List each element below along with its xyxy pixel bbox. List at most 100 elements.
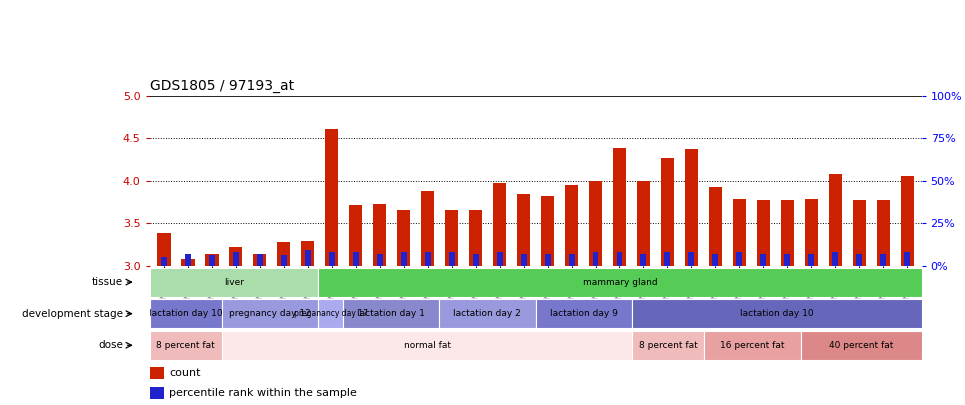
Bar xyxy=(150,387,164,399)
Bar xyxy=(349,205,362,266)
Bar xyxy=(150,367,164,379)
Text: lactation day 10: lactation day 10 xyxy=(740,309,813,318)
Bar xyxy=(421,191,434,266)
Bar xyxy=(544,254,550,266)
Bar xyxy=(760,254,766,266)
Bar xyxy=(704,330,801,360)
Text: lactation day 2: lactation day 2 xyxy=(454,309,521,318)
Bar xyxy=(641,254,647,266)
Bar xyxy=(329,252,335,266)
Bar xyxy=(209,256,215,266)
Bar xyxy=(318,299,343,328)
Bar xyxy=(439,299,536,328)
Text: dose: dose xyxy=(98,340,124,350)
Bar xyxy=(449,252,455,266)
Bar xyxy=(253,254,266,266)
Bar xyxy=(157,233,171,266)
Bar xyxy=(473,254,479,266)
Bar xyxy=(880,254,886,266)
Bar xyxy=(632,299,922,328)
Bar xyxy=(589,181,602,266)
Bar xyxy=(521,254,527,266)
Bar xyxy=(181,259,195,266)
Bar xyxy=(637,181,650,266)
Bar xyxy=(732,199,746,266)
Bar xyxy=(301,241,315,266)
Text: lactation day 1: lactation day 1 xyxy=(357,309,425,318)
Bar xyxy=(257,254,262,266)
Text: 8 percent fat: 8 percent fat xyxy=(639,341,698,350)
Bar xyxy=(222,330,632,360)
Bar xyxy=(736,252,742,266)
Text: 8 percent fat: 8 percent fat xyxy=(156,341,215,350)
Bar xyxy=(829,174,841,266)
Bar xyxy=(150,299,222,328)
Text: mammary gland: mammary gland xyxy=(583,277,657,287)
Bar xyxy=(206,254,218,266)
Bar xyxy=(688,252,695,266)
Bar xyxy=(613,148,626,266)
Bar xyxy=(904,252,910,266)
Bar xyxy=(281,256,287,266)
Bar xyxy=(161,257,167,266)
Bar xyxy=(685,149,698,266)
Bar xyxy=(805,199,818,266)
Bar xyxy=(305,250,311,266)
Text: 16 percent fat: 16 percent fat xyxy=(721,341,785,350)
Bar xyxy=(469,211,482,266)
Text: liver: liver xyxy=(224,277,244,287)
Bar xyxy=(632,330,704,360)
Text: development stage: development stage xyxy=(22,309,124,319)
Bar xyxy=(568,254,574,266)
Text: preganancy day 17: preganancy day 17 xyxy=(293,309,368,318)
Bar xyxy=(150,330,222,360)
Text: pregnancy day 12: pregnancy day 12 xyxy=(230,309,311,318)
Text: percentile rank within the sample: percentile rank within the sample xyxy=(169,388,357,398)
Text: normal fat: normal fat xyxy=(403,341,451,350)
Bar xyxy=(517,194,530,266)
Bar xyxy=(400,252,406,266)
Text: count: count xyxy=(169,368,201,377)
Bar xyxy=(376,254,383,266)
Bar xyxy=(593,252,598,266)
Bar xyxy=(353,252,359,266)
Bar xyxy=(325,129,339,266)
Bar xyxy=(801,330,922,360)
Text: lactation day 9: lactation day 9 xyxy=(550,309,618,318)
Bar xyxy=(318,267,922,296)
Bar xyxy=(493,183,507,266)
Bar xyxy=(661,158,674,266)
Bar xyxy=(277,242,290,266)
Bar xyxy=(856,254,862,266)
Bar xyxy=(497,252,503,266)
Bar xyxy=(541,196,554,266)
Text: GDS1805 / 97193_at: GDS1805 / 97193_at xyxy=(150,79,293,93)
Bar xyxy=(900,177,914,266)
Bar xyxy=(665,252,671,266)
Bar xyxy=(233,252,239,266)
Bar xyxy=(712,254,718,266)
Bar xyxy=(222,299,318,328)
Bar xyxy=(781,200,794,266)
Bar xyxy=(150,267,318,296)
Bar xyxy=(709,188,722,266)
Bar xyxy=(832,252,839,266)
Bar xyxy=(185,254,191,266)
Bar xyxy=(757,200,770,266)
Text: tissue: tissue xyxy=(92,277,124,287)
Bar xyxy=(398,211,410,266)
Bar xyxy=(230,247,242,266)
Text: 40 percent fat: 40 percent fat xyxy=(829,341,894,350)
Bar xyxy=(853,200,866,266)
Bar xyxy=(565,185,578,266)
Bar xyxy=(445,211,458,266)
Text: lactation day 10: lactation day 10 xyxy=(149,309,223,318)
Bar xyxy=(876,200,890,266)
Bar xyxy=(785,254,790,266)
Bar xyxy=(617,252,622,266)
Bar xyxy=(373,205,386,266)
Bar xyxy=(343,299,439,328)
Bar xyxy=(425,252,430,266)
Bar xyxy=(536,299,632,328)
Bar xyxy=(809,254,814,266)
